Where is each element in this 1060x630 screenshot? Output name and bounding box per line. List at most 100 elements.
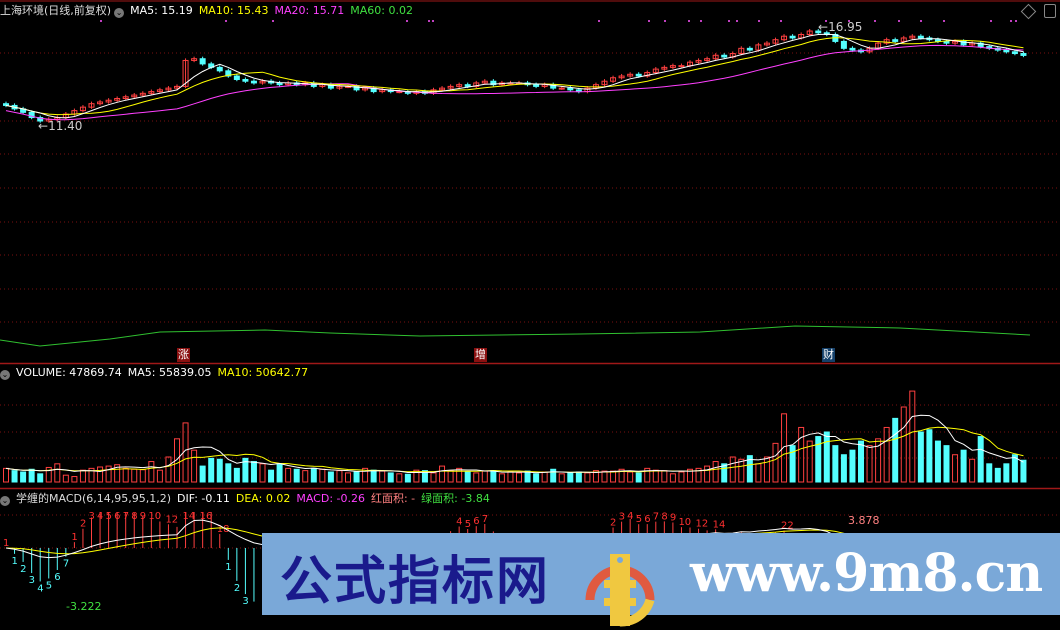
ma60-line	[0, 325, 1031, 347]
candle-body	[746, 47, 753, 51]
candle-body	[139, 92, 146, 96]
macd-bar-count: 22	[781, 521, 794, 532]
candle-body	[165, 87, 172, 91]
signal-dot	[688, 20, 690, 22]
volume-bar	[712, 461, 719, 483]
ma20-line	[5, 44, 1024, 121]
candle-body	[806, 30, 813, 35]
volume-bar	[54, 463, 61, 483]
red-area-value: 红面积: -	[370, 492, 416, 505]
marker-zhang[interactable]: 涨	[177, 348, 190, 362]
candle-body	[97, 101, 104, 105]
volume-bar	[191, 449, 198, 483]
candle-body	[601, 80, 608, 86]
candle-body	[464, 84, 471, 87]
signal-dot	[848, 20, 850, 22]
volume-bar	[28, 468, 35, 483]
macd-bar-count: 1	[225, 562, 231, 573]
macd-bar-count: 9	[670, 512, 676, 523]
volume-bar	[88, 467, 95, 483]
volume-bar	[892, 417, 899, 483]
volume-bar	[558, 473, 565, 483]
chevron-down-icon[interactable]: ⌄	[0, 370, 10, 380]
candle-body	[439, 87, 446, 91]
volume-bar	[242, 457, 249, 483]
volume-bar	[635, 472, 642, 483]
volume-bar	[550, 468, 557, 483]
macd-title: 学缠的MACD(6,14,95,95,1,2)	[16, 492, 172, 505]
candle-body	[3, 103, 9, 106]
candle-body	[122, 96, 129, 100]
candle-body	[704, 58, 711, 61]
marker-zeng[interactable]: 增	[474, 348, 487, 362]
volume-bar	[755, 463, 762, 483]
main-pane-header: 上海环境(日线,前复权) ⌄ MA5: 15.19 MA10: 15.43 MA20: …	[0, 4, 419, 18]
candle-body	[644, 72, 651, 77]
signal-dot	[100, 20, 102, 22]
ma5-line	[5, 33, 1024, 119]
signal-dot	[1015, 20, 1017, 22]
volume-bar	[592, 470, 599, 483]
watermark-banner: 公式指标网 www.9m8.cn	[262, 533, 1060, 627]
candle-body	[473, 82, 480, 87]
volume-bar	[464, 471, 471, 483]
chevron-down-icon[interactable]: ⌄	[114, 8, 125, 18]
volume-bar	[473, 472, 480, 483]
ma10-line	[5, 37, 1024, 116]
volume-bar	[669, 473, 676, 483]
volume-bar	[97, 466, 104, 483]
signal-dot	[825, 20, 827, 22]
panel-toggle-icon[interactable]	[1044, 4, 1056, 18]
signal-dot	[428, 20, 430, 22]
macd-bar-count: 7	[123, 511, 129, 522]
volume-bar	[900, 406, 907, 483]
candle-body	[250, 80, 257, 84]
volume-bar	[729, 456, 736, 483]
candle-body	[481, 80, 488, 84]
chevron-down-icon[interactable]: ⌄	[0, 496, 10, 506]
candle-body	[28, 111, 35, 119]
candle-body	[815, 30, 822, 34]
volume-bar	[575, 471, 582, 483]
volume-bar	[567, 472, 574, 483]
volume-bar	[404, 473, 411, 483]
macd-high-label: 3.878	[848, 514, 880, 527]
volume-bar	[233, 467, 240, 483]
signal-dot	[406, 20, 408, 22]
marker-cai[interactable]: 财	[822, 348, 835, 362]
volume-bar	[302, 470, 309, 483]
volume-bar	[875, 438, 882, 483]
volume-bar	[139, 469, 146, 483]
volume-bar	[498, 473, 505, 483]
volume-bar	[379, 470, 386, 483]
volume-bar	[285, 467, 292, 483]
volume-bar	[798, 426, 805, 483]
macd-bar-count: 2	[234, 583, 240, 594]
candle-body	[353, 85, 360, 91]
candle-body	[37, 117, 44, 122]
volume-bar	[11, 470, 18, 483]
macd-bar-count: 4	[97, 511, 103, 522]
volume-bar	[165, 456, 172, 483]
macd-bar-count: 10	[678, 517, 691, 528]
volume-bar	[610, 470, 617, 483]
candle-body	[763, 42, 770, 46]
macd-bar-count: 3	[89, 511, 95, 522]
candle-body	[1011, 51, 1018, 55]
candle-body	[960, 40, 967, 46]
macd-bar-count: 9	[140, 511, 146, 522]
volume-bar	[789, 445, 796, 483]
candle-body	[977, 42, 984, 48]
volume-bar	[131, 468, 138, 483]
candle-body	[490, 80, 497, 86]
candle-body	[182, 59, 189, 87]
ma60-value: MA60: 0.02	[350, 4, 413, 17]
macd-bar-count: 7	[63, 559, 69, 570]
candle-body	[917, 35, 924, 39]
candle-body	[88, 103, 95, 108]
macd-bar-count: 2	[610, 518, 616, 529]
volume-bar	[45, 466, 52, 483]
macd-bar-count: 4	[627, 511, 633, 522]
volume-bar	[208, 457, 215, 483]
